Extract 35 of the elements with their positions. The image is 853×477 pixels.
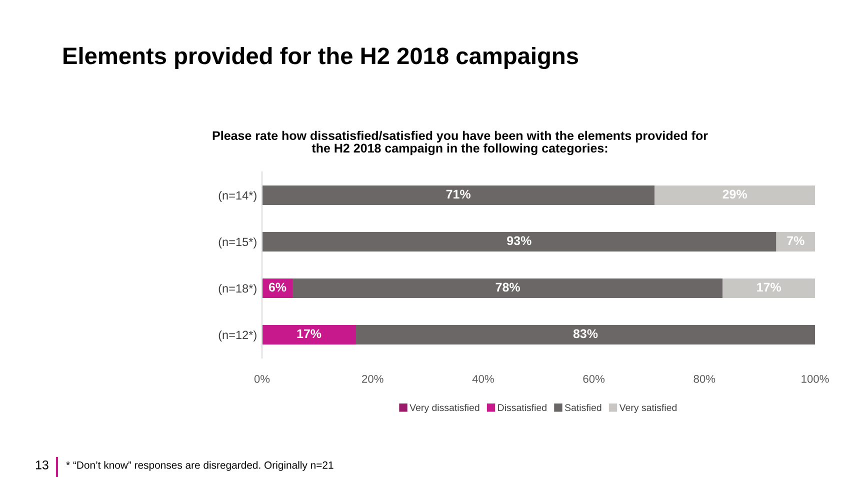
data-label: 78% — [496, 282, 520, 292]
data-label: 17% — [297, 329, 322, 338]
data-label: 93% — [507, 236, 532, 246]
x-tick-label: 60% — [583, 374, 605, 383]
chart-title: Elements provided for the H2 2018 campaigns — [64, 46, 578, 70]
data-label: 29% — [722, 190, 747, 199]
data-label: 83% — [573, 329, 598, 338]
bar — [722, 278, 815, 298]
x-tick-label: 0% — [254, 374, 270, 383]
bar — [356, 324, 815, 345]
data-label: 7% — [787, 236, 804, 246]
text: 13 — [36, 460, 48, 470]
y-tick-label: (n=14*) — [218, 190, 256, 202]
text: * “Don’t know” responses are disregarded. Originally n=21 — [66, 461, 334, 471]
bar — [776, 232, 815, 252]
bar — [654, 185, 815, 206]
x-tick-label: 100% — [802, 374, 829, 383]
bar — [292, 278, 723, 298]
chart-subtitle: Please rate how dissatisfied/satisfied you have been with the elements provided for the H2 2018 campaign in the following categories: — [212, 130, 708, 156]
y-tick-label: (n=15*) — [218, 237, 256, 248]
bar — [262, 232, 776, 252]
legend-label: Dissatisfied — [498, 404, 546, 412]
bar — [262, 324, 356, 345]
x-tick-label: 80% — [694, 374, 716, 383]
data-label: 6% — [268, 282, 286, 292]
legend-label: Satisfied — [564, 404, 602, 412]
data-label: 17% — [757, 282, 782, 292]
bar — [262, 185, 655, 206]
legend-label: Very satisfied — [619, 404, 677, 414]
x-tick-label: 20% — [362, 374, 384, 383]
x-tick-label: 40% — [472, 374, 494, 383]
data-label: 71% — [446, 190, 470, 199]
legend-label: Very dissatisfied — [410, 404, 480, 414]
y-tick-label: (n=12*) — [218, 330, 256, 342]
y-tick-label: (n=18*) — [218, 284, 256, 295]
